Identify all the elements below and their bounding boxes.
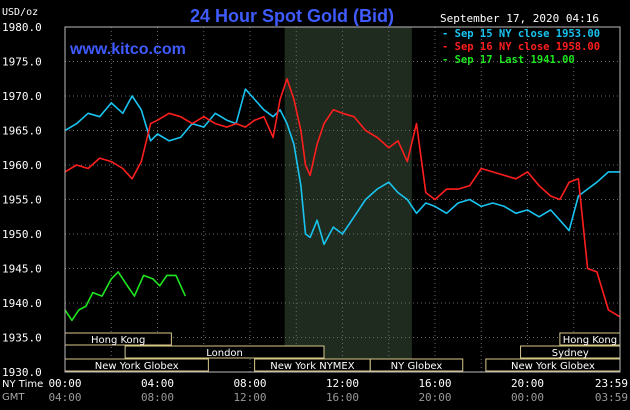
session-label: NY Globex	[391, 361, 443, 372]
x-tick-label-ny: 20:00	[511, 377, 544, 390]
series-line-1	[64, 88, 620, 246]
unit-label: USD/oz	[2, 7, 38, 18]
legend-entry: - Sep 17 Last 1941.00	[442, 54, 575, 66]
legend-entry: - Sep 16 NY close 1958.00	[442, 41, 600, 53]
date-label: September 17, 2020 04:16	[440, 12, 599, 25]
x-tick-label-gmt: 12:00	[233, 391, 266, 404]
session-bar	[369, 358, 464, 372]
x-tick-label-ny: 04:00	[141, 377, 174, 390]
axes: 1980.0 1975.0 1970.0 1965.0 1960.0 1955.0 1950…	[2, 21, 628, 404]
session-label: Hong Kong	[91, 335, 145, 346]
x-tick-label-gmt: 00:00	[511, 391, 544, 404]
y-tick-label: 1960.0	[2, 159, 42, 172]
y-tick-label: 1955.0	[2, 194, 42, 207]
y-tick-label: 1950.0	[2, 228, 42, 241]
x-tick-label-ny: 00:00	[48, 377, 81, 390]
y-tick-label: 1935.0	[2, 332, 42, 345]
x-tick-label-gmt: 04:00	[48, 391, 81, 404]
x-tick-label-ny: 12:00	[326, 377, 359, 390]
session-label: Sydney	[552, 348, 589, 359]
series-line-2	[64, 78, 621, 318]
plot-frame	[64, 26, 621, 373]
y-tick-label: 1930.0	[2, 366, 42, 379]
y-tick-label: 1970.0	[2, 90, 42, 103]
y-tick-label: 1945.0	[2, 263, 42, 276]
session-label: London	[206, 348, 243, 359]
x-tick-label-gmt: 08:00	[141, 391, 174, 404]
website-label: www.kitco.com	[69, 41, 186, 58]
session-label: New York Globex	[511, 361, 595, 372]
session-label: New York Globex	[95, 361, 179, 372]
chart-title: 24 Hour Spot Gold (Bid)	[190, 6, 394, 26]
series-line-3	[64, 271, 187, 322]
y-tick-label: 1965.0	[2, 125, 42, 138]
x-row-label-gmt: GMT	[2, 392, 25, 403]
x-tick-label-gmt: 20:00	[418, 391, 451, 404]
y-tick-label: 1975.0	[2, 56, 42, 69]
session-label: Hong Kong	[563, 335, 617, 346]
x-tick-label-gmt: 16:00	[326, 391, 359, 404]
legend-entry: - Sep 15 NY close 1953.00	[442, 28, 600, 40]
x-row-label-ny: NY Time	[2, 379, 43, 390]
y-tick-label: 1940.0	[2, 297, 42, 310]
x-tick-label-ny: 08:00	[233, 377, 266, 390]
legend: - Sep 15 NY close 1953.00- Sep 16 NY clo…	[442, 28, 600, 66]
session-bar	[124, 345, 325, 359]
y-tick-label: 1980.0	[2, 21, 42, 34]
x-tick-label-ny: 23:59	[595, 377, 628, 390]
series-layer	[64, 78, 621, 322]
x-tick-label-gmt: 03:59	[595, 391, 628, 404]
shaded-region	[284, 27, 412, 372]
x-tick-label-ny: 16:00	[418, 377, 451, 390]
market-sessions: Hong Kong Hong Kong London Sydney New York G…	[64, 332, 621, 372]
session-label: New York NYMEX	[270, 361, 355, 372]
